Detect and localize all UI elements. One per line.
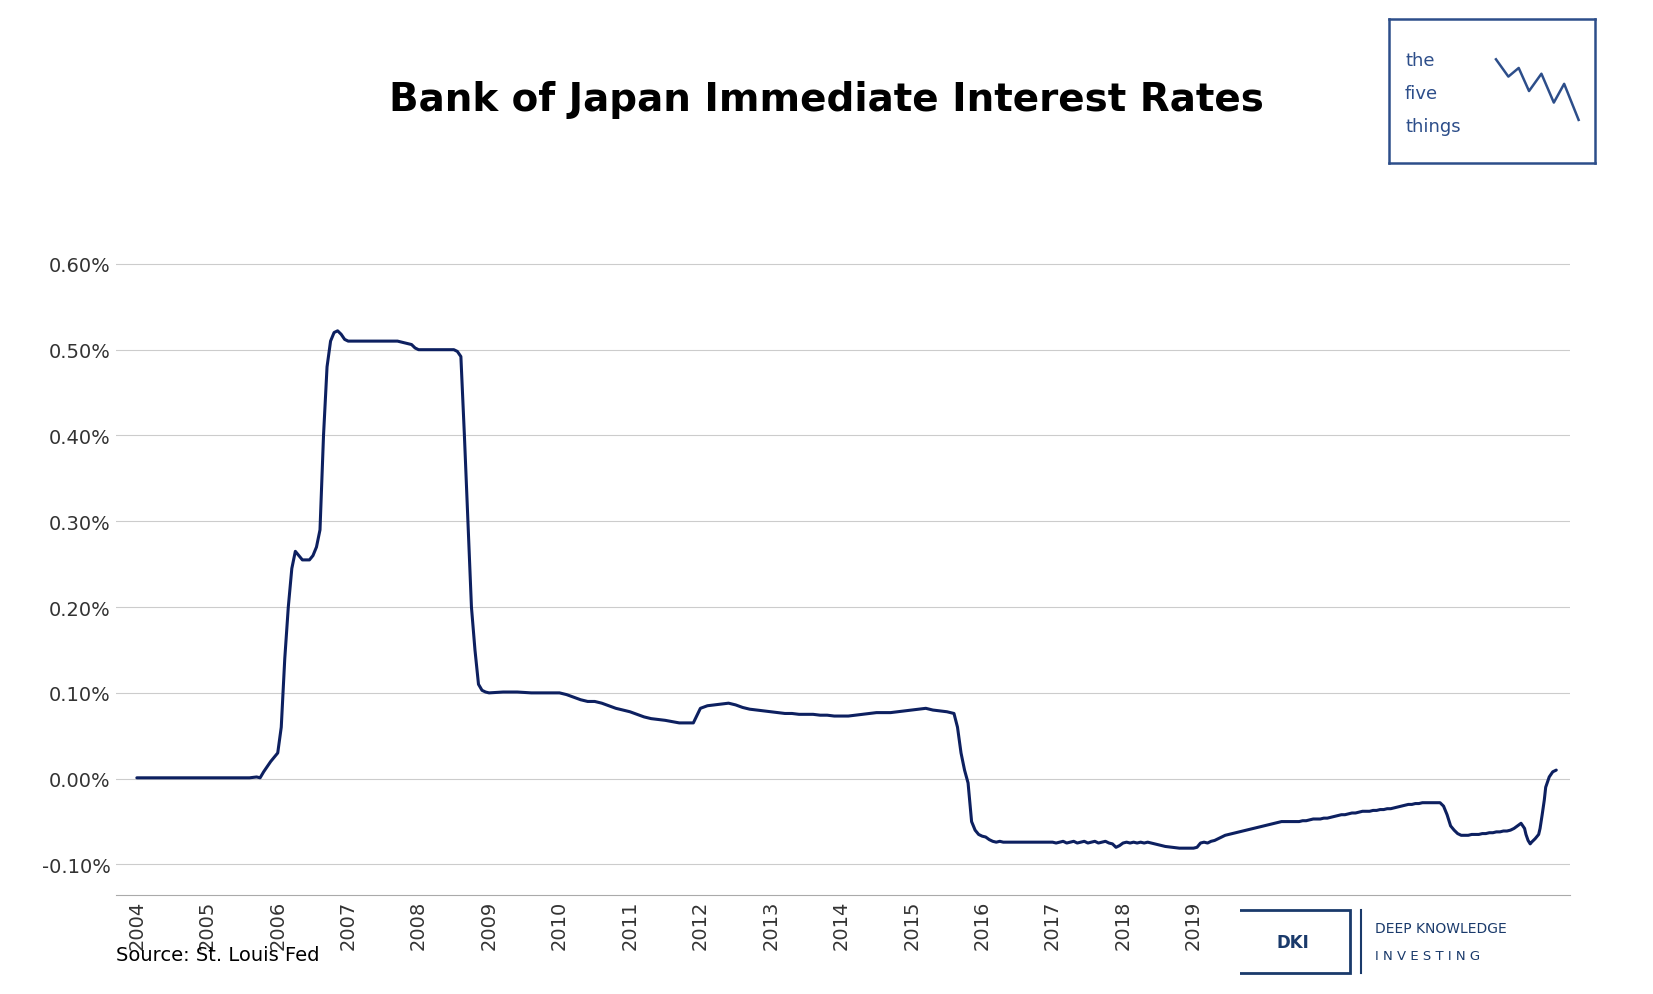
FancyBboxPatch shape (1236, 911, 1351, 973)
Text: I N V E S T I N G: I N V E S T I N G (1375, 948, 1479, 962)
Text: things: things (1405, 118, 1461, 136)
Text: DKI: DKI (1276, 932, 1309, 951)
Text: DEEP KNOWLEDGE: DEEP KNOWLEDGE (1375, 921, 1506, 935)
Text: five: five (1405, 84, 1438, 102)
Text: the: the (1405, 52, 1435, 70)
Text: Source: St. Louis Fed: Source: St. Louis Fed (116, 945, 319, 964)
Text: Bank of Japan Immediate Interest Rates: Bank of Japan Immediate Interest Rates (388, 82, 1265, 119)
